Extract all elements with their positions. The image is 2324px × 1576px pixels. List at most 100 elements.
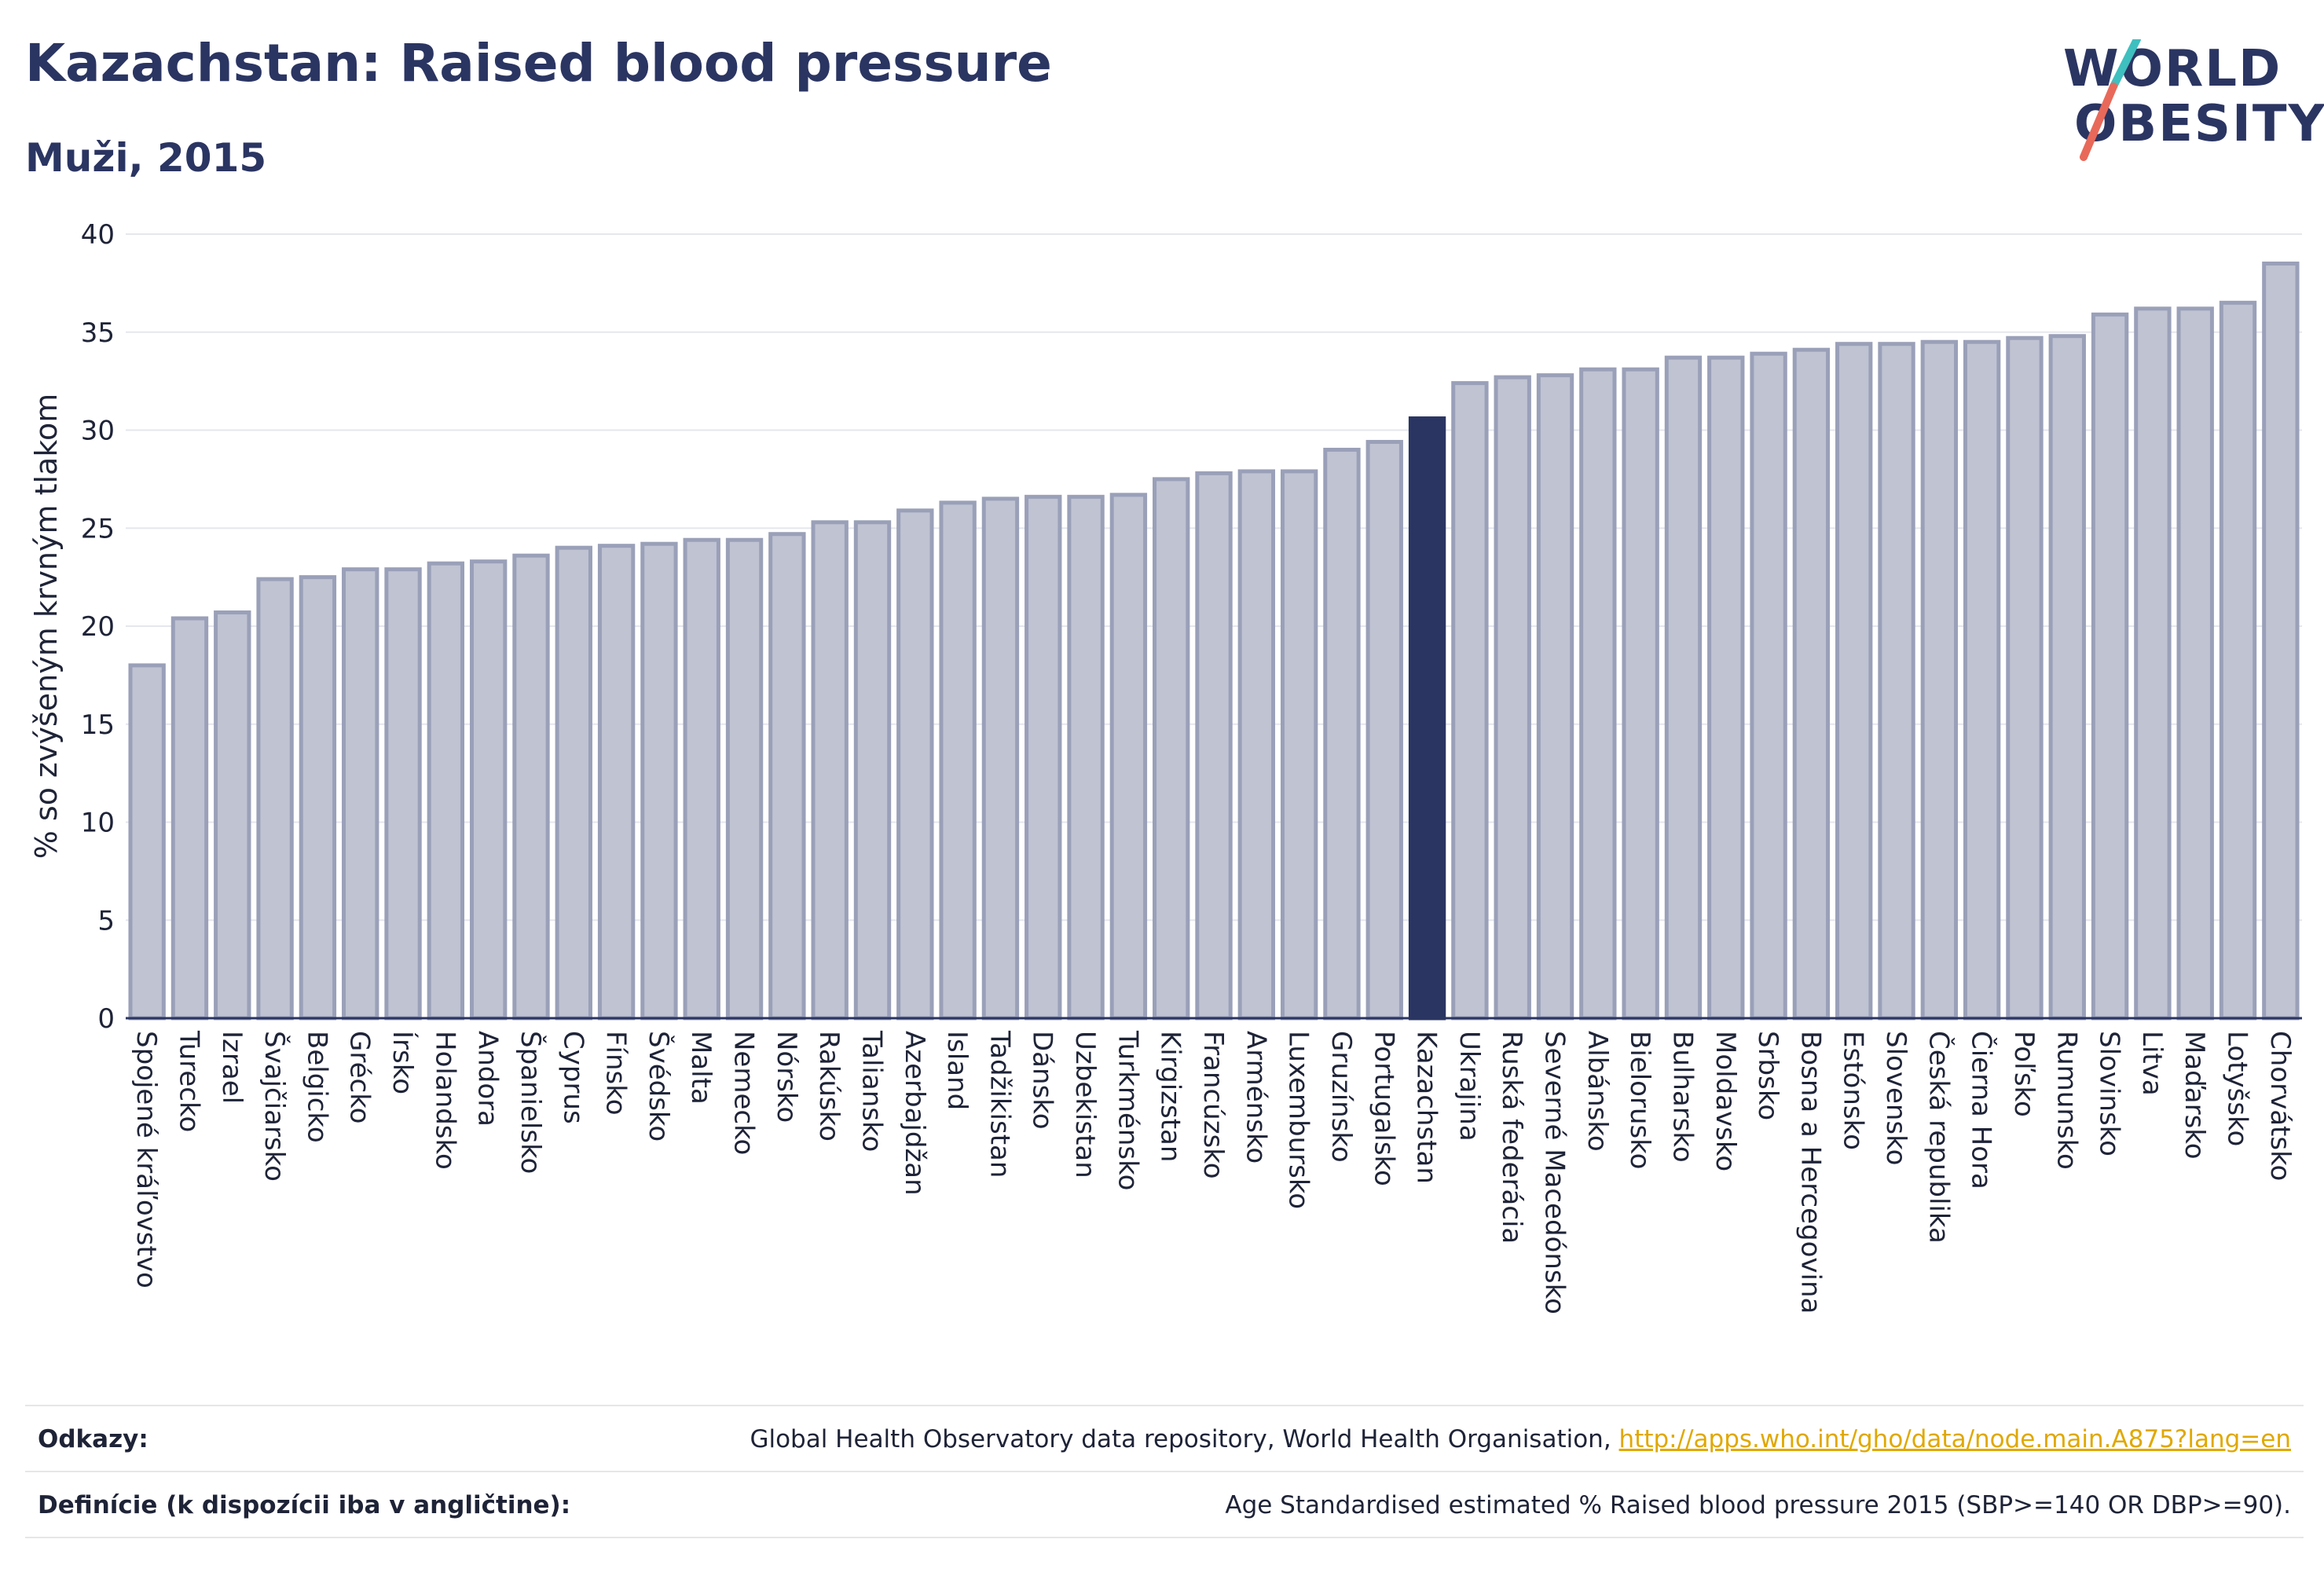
bar bbox=[469, 559, 508, 1021]
logo-slash-icon bbox=[2080, 39, 2141, 161]
x-tick-label: Portugalsko bbox=[1368, 1031, 1399, 1186]
bar bbox=[1494, 375, 1531, 1021]
bar bbox=[555, 545, 592, 1021]
bar bbox=[2091, 312, 2129, 1021]
x-tick-label: Cyprus bbox=[557, 1031, 588, 1124]
bar bbox=[1878, 342, 1915, 1021]
bar bbox=[1963, 339, 2001, 1021]
bar bbox=[811, 520, 849, 1021]
bar bbox=[2006, 335, 2044, 1021]
bar bbox=[2219, 300, 2257, 1021]
x-tick-label: Tadžikistan bbox=[984, 1030, 1015, 1178]
y-tick-label: 40 bbox=[81, 219, 115, 251]
x-tick-label: Francúzsko bbox=[1197, 1031, 1229, 1179]
bar bbox=[1365, 439, 1403, 1021]
y-tick-label: 20 bbox=[81, 611, 115, 643]
x-tick-label: Island bbox=[941, 1031, 973, 1110]
bar bbox=[2262, 261, 2300, 1021]
bar bbox=[1579, 367, 1617, 1021]
bar bbox=[640, 541, 678, 1021]
x-tick-label: Slovensko bbox=[1880, 1031, 1912, 1165]
bar bbox=[1237, 469, 1275, 1021]
x-tick-label: Nemecko bbox=[728, 1031, 760, 1155]
y-tick-label: 30 bbox=[81, 416, 115, 447]
x-tick-label: Bulharsko bbox=[1666, 1031, 1698, 1163]
x-tick-label: Luxembursko bbox=[1283, 1031, 1314, 1209]
x-tick-label: Holandsko bbox=[429, 1031, 460, 1170]
bar bbox=[896, 508, 934, 1021]
x-tick-label: Albánsko bbox=[1582, 1031, 1613, 1152]
bar bbox=[1792, 347, 1831, 1021]
x-tick-label: Severné Macedónsko bbox=[1539, 1031, 1571, 1314]
x-tick-label: Moldavsko bbox=[1710, 1031, 1741, 1171]
x-tick-label: Estónsko bbox=[1838, 1031, 1869, 1150]
bar bbox=[981, 497, 1020, 1021]
bar bbox=[939, 500, 977, 1021]
x-tick-label: Arménsko bbox=[1240, 1031, 1271, 1164]
world-obesity-logo: WORLD OBESITY bbox=[2051, 39, 2324, 165]
x-tick-label: Spojené kráľovstvo bbox=[130, 1031, 162, 1288]
x-tick-label: Turkménsko bbox=[1112, 1030, 1143, 1190]
x-tick-label: Ruská federácia bbox=[1496, 1031, 1527, 1244]
bar bbox=[256, 577, 294, 1021]
x-tick-label: Švajčiarsko bbox=[258, 1031, 291, 1182]
x-tick-label: Srbsko bbox=[1752, 1031, 1783, 1120]
bar bbox=[342, 567, 379, 1021]
x-tick-label: Írsko bbox=[387, 1031, 419, 1094]
bar bbox=[1323, 447, 1361, 1021]
bar-chart: 0 5 10 15 20 25 30 35 40 % so zvýšeným krvným tla… bbox=[29, 219, 2302, 1314]
y-tick-label: 15 bbox=[81, 709, 115, 741]
sources-link[interactable]: http://apps.who.int/gho/data/node.main.A… bbox=[1618, 1425, 2291, 1453]
bar bbox=[2176, 306, 2214, 1021]
logo-text-obesity: OBESITY bbox=[2074, 95, 2324, 153]
bar bbox=[299, 575, 337, 1021]
bar bbox=[1664, 355, 1703, 1021]
x-tick-label: Čierna Hora bbox=[1966, 1031, 1998, 1189]
bar bbox=[1025, 494, 1062, 1021]
x-tick-label: Azerbajdžan bbox=[899, 1031, 930, 1196]
bar bbox=[1451, 381, 1489, 1021]
x-tick-label: Španielsko bbox=[515, 1031, 547, 1174]
bar bbox=[1067, 494, 1105, 1021]
y-tick-label: 25 bbox=[81, 513, 115, 544]
y-axis-label: % so zvýšeným krvným tlakom bbox=[29, 394, 64, 859]
logo-text-world: WORLD bbox=[2063, 40, 2282, 98]
bar bbox=[597, 544, 636, 1021]
x-tick-label: Maďarsko bbox=[2179, 1031, 2210, 1160]
x-tick-label: Poľsko bbox=[2008, 1031, 2040, 1117]
bar bbox=[1280, 469, 1318, 1021]
x-tick-label: Taliansko bbox=[856, 1030, 887, 1152]
x-tick-label: Česká republika bbox=[1923, 1031, 1955, 1244]
footer-divider bbox=[25, 1537, 2304, 1538]
bar bbox=[1750, 351, 1787, 1021]
x-tick-label: Rumunsko bbox=[2051, 1031, 2082, 1170]
bar bbox=[214, 610, 251, 1021]
y-tick-label: 35 bbox=[81, 317, 115, 349]
y-tick-label: 0 bbox=[97, 1003, 115, 1035]
x-tick-label: Andora bbox=[472, 1031, 504, 1127]
bar bbox=[683, 537, 720, 1021]
x-tick-label: Uzbekistan bbox=[1069, 1031, 1101, 1178]
x-tick-label: Belgicko bbox=[301, 1031, 332, 1143]
x-tick-label: Izrael bbox=[216, 1031, 247, 1104]
x-tick-label: Kirgizstan bbox=[1155, 1031, 1186, 1162]
bar bbox=[427, 561, 465, 1021]
sources-text: Global Health Observatory data repositor… bbox=[750, 1425, 1611, 1453]
definitions-row: Definície (k dispozícii iba v angličtine… bbox=[25, 1471, 2304, 1538]
bar-highlighted bbox=[1408, 416, 1446, 1021]
bar bbox=[128, 663, 166, 1021]
x-tick-label: Grécko bbox=[344, 1031, 376, 1123]
bar bbox=[1707, 355, 1745, 1021]
x-tick-label: Fínsko bbox=[600, 1031, 632, 1116]
bar bbox=[384, 567, 422, 1021]
x-tick-label: Bielorusko bbox=[1624, 1031, 1655, 1169]
x-tick-label: Ukrajina bbox=[1453, 1031, 1485, 1142]
x-tick-label: Gruzínsko bbox=[1325, 1031, 1357, 1163]
x-tick-label: Švédsko bbox=[643, 1031, 675, 1142]
x-tick-label: Dánsko bbox=[1027, 1031, 1058, 1130]
definitions-value: Age Standardised estimated % Raised bloo… bbox=[1225, 1491, 2291, 1519]
sources-label: Odkazy: bbox=[38, 1425, 148, 1453]
x-tick-label: Nórsko bbox=[771, 1031, 802, 1123]
definitions-label: Definície (k dispozícii iba v angličtine… bbox=[38, 1491, 571, 1519]
x-tick-label: Kazachstan bbox=[1411, 1031, 1442, 1184]
